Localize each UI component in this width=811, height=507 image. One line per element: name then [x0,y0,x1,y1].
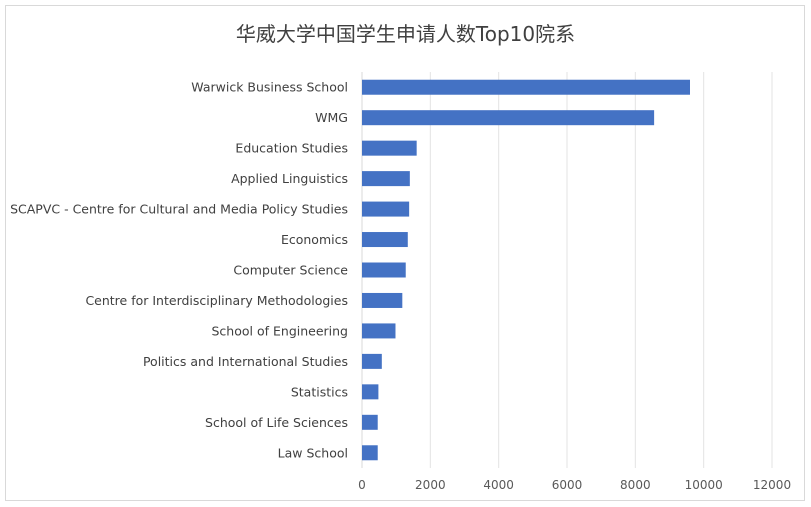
bar [362,292,403,308]
category-label: Statistics [291,384,348,399]
bar [362,353,382,369]
x-tick-label: 10000 [685,478,723,492]
bar [362,171,410,187]
bar [362,140,417,156]
category-label: School of Engineering [212,323,349,338]
category-label: Applied Linguistics [231,171,348,186]
bar [362,201,410,217]
x-tick-label: 8000 [620,478,651,492]
category-label: Computer Science [233,263,348,278]
category-label: Centre for Interdisciplinary Methodologi… [85,293,348,308]
category-label: Law School [278,445,348,460]
bar [362,445,378,461]
bar [362,262,406,278]
bar [362,232,408,248]
x-tick-label: 2000 [415,478,446,492]
category-label: Economics [281,232,348,247]
bar [362,384,379,400]
x-tick-label: 4000 [483,478,514,492]
x-tick-label: 12000 [753,478,791,492]
bar [362,323,396,339]
category-label: School of Life Sciences [205,415,348,430]
category-label: Politics and International Studies [143,354,348,369]
bar [362,110,655,126]
x-tick-label: 6000 [552,478,583,492]
category-label: Warwick Business School [191,80,348,95]
bar [362,414,378,430]
bar [362,79,690,95]
category-label: Education Studies [235,141,348,156]
category-label: WMG [315,110,348,125]
chart-title: 华威大学中国学生申请人数Top10院系 [235,22,576,46]
x-tick-label: 0 [358,478,366,492]
category-label: SCAPVC - Centre for Cultural and Media P… [10,202,348,217]
